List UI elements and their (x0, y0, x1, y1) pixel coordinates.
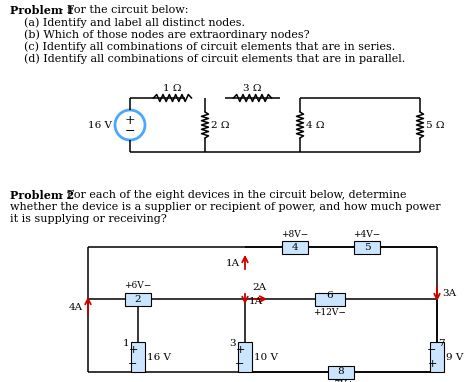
Text: +: + (125, 113, 135, 126)
Text: (c) Identify all combinations of circuit elements that are in series.: (c) Identify all combinations of circuit… (10, 41, 395, 52)
Bar (125, 293, 151, 306)
Text: +: + (235, 345, 245, 355)
Bar (430, 342, 444, 372)
Text: +: + (428, 359, 437, 369)
Text: 5 Ω: 5 Ω (426, 120, 445, 129)
Text: (d) Identify all combinations of circuit elements that are in parallel.: (d) Identify all combinations of circuit… (10, 53, 405, 63)
Text: Problem 1: Problem 1 (10, 5, 74, 16)
Text: - For each of the eight devices in the circuit below, determine: - For each of the eight devices in the c… (56, 190, 407, 200)
Text: +4V−: +4V− (354, 230, 381, 239)
Text: −: − (235, 359, 245, 369)
Bar (354, 241, 380, 254)
Bar (131, 342, 145, 372)
Text: 5: 5 (364, 243, 370, 251)
Text: 2 Ω: 2 Ω (211, 120, 229, 129)
Text: 1 Ω: 1 Ω (163, 84, 182, 93)
Text: 6: 6 (327, 291, 333, 301)
Text: −7V+: −7V+ (328, 380, 355, 382)
Text: 16 V: 16 V (88, 120, 112, 129)
Text: 4A: 4A (69, 303, 83, 311)
Text: 16 V: 16 V (147, 353, 171, 361)
Text: (a) Identify and label all distinct nodes.: (a) Identify and label all distinct node… (10, 17, 245, 28)
Text: it is supplying or receiving?: it is supplying or receiving? (10, 214, 167, 224)
Text: - For the circuit below:: - For the circuit below: (56, 5, 189, 15)
Text: 1A: 1A (226, 259, 240, 267)
Text: 4 Ω: 4 Ω (306, 120, 325, 129)
Text: −: − (125, 125, 135, 138)
Text: 1: 1 (123, 338, 129, 348)
Text: 2A: 2A (252, 283, 266, 292)
Text: +: + (128, 345, 137, 355)
Text: +8V−: +8V− (282, 230, 309, 239)
Text: 7: 7 (438, 338, 444, 348)
Text: 3: 3 (230, 338, 237, 348)
Text: 2: 2 (135, 295, 141, 304)
Text: 1A: 1A (249, 296, 263, 306)
Text: Problem 2: Problem 2 (10, 190, 74, 201)
Text: −: − (128, 359, 137, 369)
Bar (282, 241, 308, 254)
Text: 3A: 3A (442, 290, 456, 298)
Text: 9 V: 9 V (446, 353, 464, 361)
Text: −: − (428, 345, 437, 355)
Text: (b) Which of those nodes are extraordinary nodes?: (b) Which of those nodes are extraordina… (10, 29, 310, 40)
Text: 10 V: 10 V (254, 353, 278, 361)
Text: 8: 8 (337, 367, 344, 377)
Text: +12V−: +12V− (314, 308, 346, 317)
Text: whether the device is a supplier or recipient of power, and how much power: whether the device is a supplier or reci… (10, 202, 441, 212)
Text: +6V−: +6V− (124, 281, 152, 290)
Bar (315, 293, 345, 306)
Bar (238, 342, 252, 372)
Bar (328, 366, 354, 379)
Text: 4: 4 (292, 243, 298, 251)
Text: 3 Ω: 3 Ω (243, 84, 262, 93)
